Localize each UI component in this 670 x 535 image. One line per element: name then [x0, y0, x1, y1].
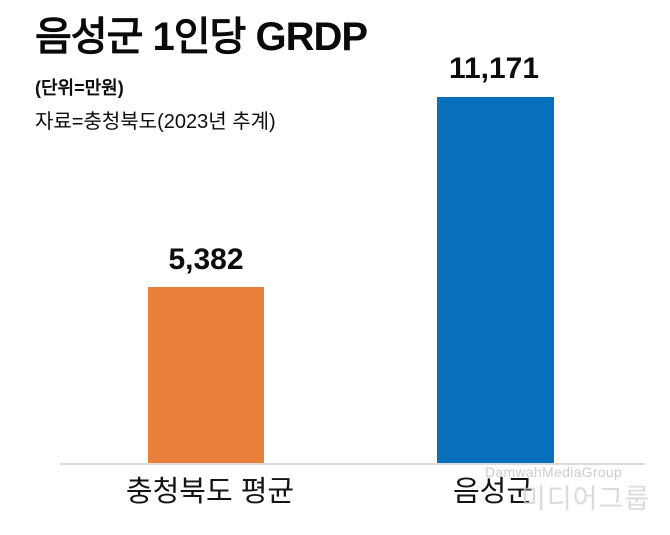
unit-note: (단위=만원) [35, 78, 124, 98]
value-label-chungbuk-average: 5,382 [168, 243, 244, 276]
value-label-eumseong: 11,171 [448, 52, 540, 85]
watermark-latin: DamwahMediaGroup [485, 464, 623, 480]
bar-eumseong [437, 97, 554, 464]
chart-title: 음성군 1인당 GRDP [35, 15, 368, 59]
category-label-eumseong: 음성군 [452, 476, 534, 508]
bar-chungbuk-average [148, 287, 264, 464]
watermark-korean: 미디어그룹 [521, 484, 651, 514]
x-axis-line [60, 463, 645, 465]
category-label-chungbuk-average: 충청북도 평균 [125, 476, 295, 508]
source-note: 자료=충청북도(2023년 추계) [35, 111, 276, 133]
